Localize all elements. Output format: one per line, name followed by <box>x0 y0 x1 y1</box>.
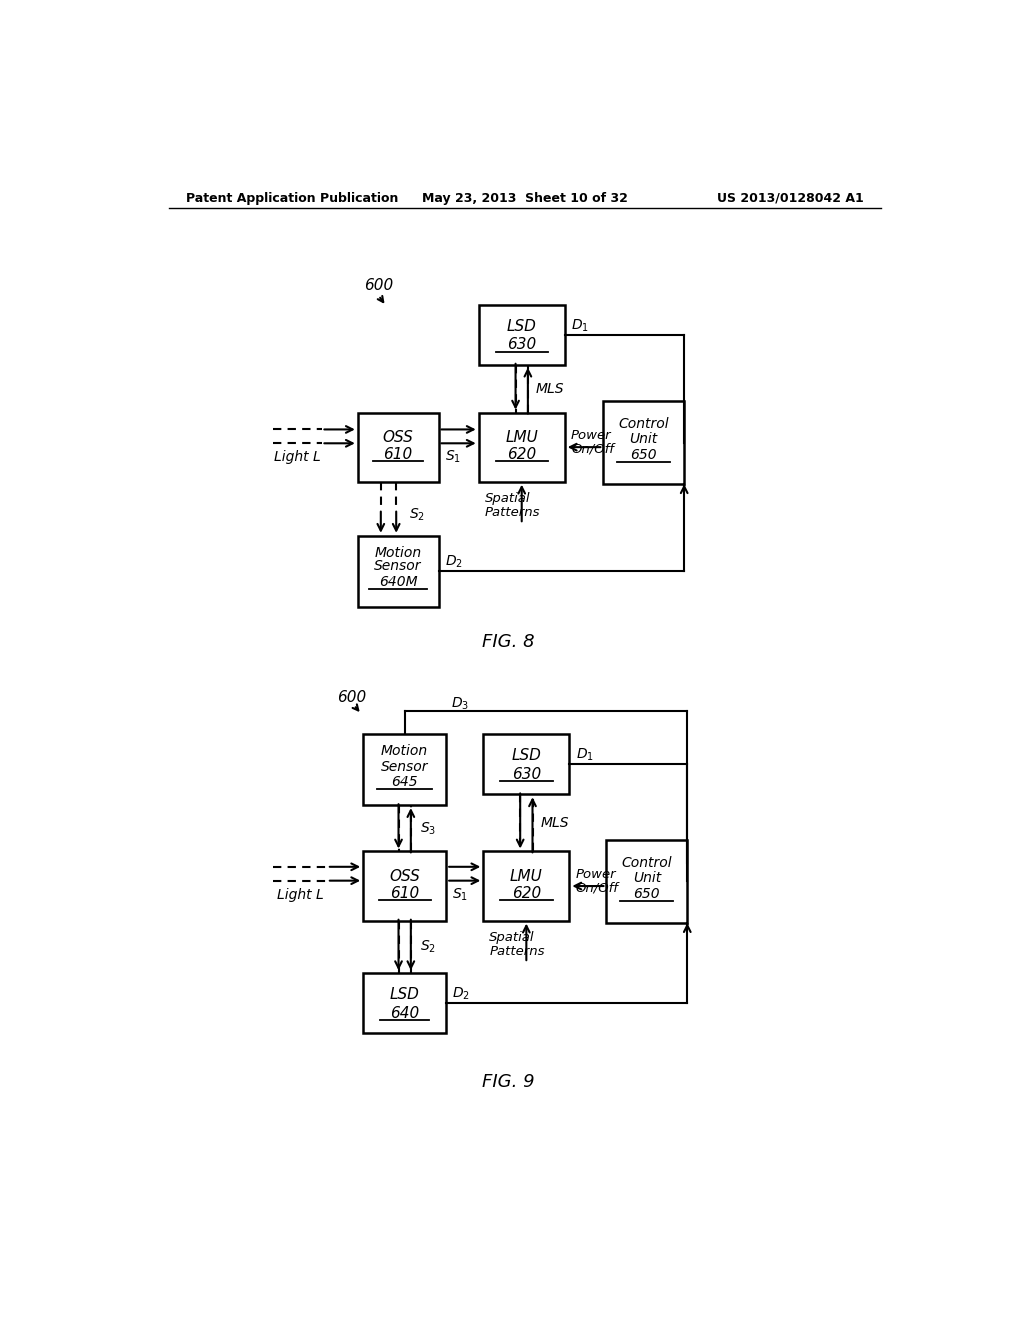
Text: 650: 650 <box>634 887 660 900</box>
Text: Light L: Light L <box>274 450 322 465</box>
Text: 640: 640 <box>390 1006 419 1020</box>
Text: $D_1$: $D_1$ <box>575 747 594 763</box>
Bar <box>606 840 687 923</box>
Text: LSD: LSD <box>507 318 537 334</box>
Text: 630: 630 <box>507 337 537 352</box>
Bar <box>483 851 569 921</box>
Text: 600: 600 <box>337 690 367 705</box>
Text: Unit: Unit <box>633 871 660 886</box>
Text: LSD: LSD <box>511 748 542 763</box>
Text: LMU: LMU <box>510 869 543 883</box>
Bar <box>357 413 438 482</box>
Text: Spatial: Spatial <box>489 931 535 944</box>
Text: OSS: OSS <box>383 429 414 445</box>
Text: Motion: Motion <box>381 744 428 758</box>
Text: $S_1$: $S_1$ <box>444 449 461 466</box>
Text: 640M: 640M <box>379 576 418 589</box>
Bar <box>357 536 438 607</box>
Text: $D_3$: $D_3$ <box>451 696 469 711</box>
Bar <box>364 734 446 805</box>
Text: 610: 610 <box>390 886 419 902</box>
Text: $D_2$: $D_2$ <box>444 553 463 570</box>
Text: 620: 620 <box>512 886 541 902</box>
Text: OSS: OSS <box>389 869 420 883</box>
Bar <box>478 413 565 482</box>
Text: FIG. 8: FIG. 8 <box>481 634 535 651</box>
Text: MLS: MLS <box>541 816 568 830</box>
Text: $S_1$: $S_1$ <box>453 886 468 903</box>
Text: 600: 600 <box>364 279 393 293</box>
Bar <box>364 851 446 921</box>
Text: Sensor: Sensor <box>381 760 428 774</box>
Text: Patent Application Publication: Patent Application Publication <box>186 191 398 205</box>
Text: 620: 620 <box>507 447 537 462</box>
Bar <box>483 734 569 795</box>
Text: 645: 645 <box>391 775 418 789</box>
Text: Unit: Unit <box>630 433 657 446</box>
Text: Control: Control <box>618 417 669 432</box>
Text: Power: Power <box>575 869 616 880</box>
Text: 630: 630 <box>512 767 541 781</box>
Text: May 23, 2013  Sheet 10 of 32: May 23, 2013 Sheet 10 of 32 <box>422 191 628 205</box>
Text: 650: 650 <box>631 447 657 462</box>
Text: LSD: LSD <box>390 987 420 1002</box>
Bar <box>364 973 446 1034</box>
Bar <box>603 401 684 484</box>
Text: $S_2$: $S_2$ <box>410 507 425 523</box>
Text: 610: 610 <box>384 447 413 462</box>
Text: Control: Control <box>622 855 672 870</box>
Text: $S_3$: $S_3$ <box>420 820 436 837</box>
Text: US 2013/0128042 A1: US 2013/0128042 A1 <box>717 191 863 205</box>
Text: Motion: Motion <box>375 545 422 560</box>
Text: $D_1$: $D_1$ <box>571 317 589 334</box>
Bar <box>478 305 565 364</box>
Text: $D_2$: $D_2$ <box>453 986 470 1002</box>
Text: Power: Power <box>571 429 611 442</box>
Text: Sensor: Sensor <box>375 560 422 573</box>
Text: Spatial: Spatial <box>484 492 530 506</box>
Text: Light L: Light L <box>276 887 324 902</box>
Text: Patterns: Patterns <box>484 506 541 519</box>
Text: On/Off: On/Off <box>571 444 613 455</box>
Text: $S_2$: $S_2$ <box>420 939 436 956</box>
Text: LMU: LMU <box>506 429 538 445</box>
Text: MLS: MLS <box>536 381 564 396</box>
Text: On/Off: On/Off <box>575 882 618 895</box>
Text: Patterns: Patterns <box>489 945 545 958</box>
Text: FIG. 9: FIG. 9 <box>481 1073 535 1092</box>
